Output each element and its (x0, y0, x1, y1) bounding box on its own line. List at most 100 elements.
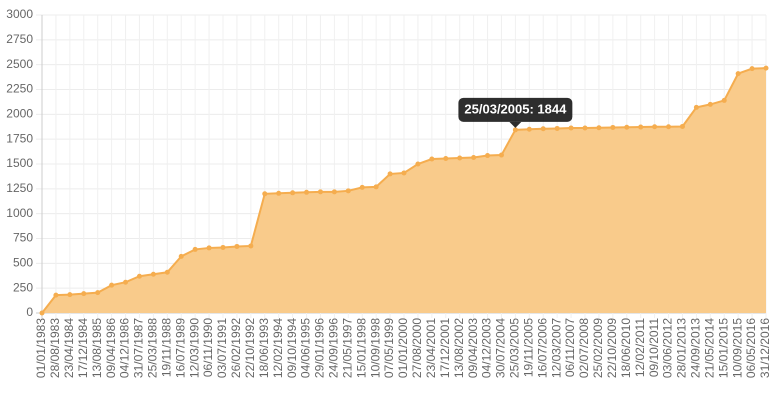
x-tick-label: 19/11/1988 (159, 318, 173, 377)
point (582, 125, 588, 131)
y-tick-label: 1750 (6, 131, 33, 145)
x-tick-label: 29/01/1996 (313, 318, 327, 378)
y-tick-label: 1250 (6, 181, 33, 195)
point (624, 124, 630, 130)
x-tick-label: 21/05/2014 (702, 318, 716, 378)
x-tick-label: 09/04/1986 (104, 318, 118, 378)
point (666, 124, 672, 130)
x-tick-label: 07/05/1999 (382, 318, 396, 378)
y-tick-label: 2500 (6, 57, 33, 71)
point (679, 123, 685, 129)
x-tick-label: 21/05/1997 (340, 318, 354, 378)
tooltip: 25/03/2005: 1844 (458, 97, 573, 128)
x-tick-label: 23/04/1984 (62, 318, 76, 378)
x-tick-label: 22/10/1992 (243, 318, 257, 378)
point (248, 243, 254, 249)
point (67, 292, 73, 298)
point (554, 125, 560, 131)
x-tick-label: 01/01/2000 (396, 318, 410, 378)
point (763, 65, 769, 71)
x-tick-label: 03/07/1991 (215, 318, 229, 378)
x-tick-label: 16/07/2006 (535, 318, 549, 378)
y-tick-label: 1500 (6, 156, 33, 170)
x-tick-label: 31/12/2016 (758, 318, 772, 378)
x-tick-label: 15/01/2015 (716, 318, 730, 378)
point (95, 290, 101, 296)
point (735, 71, 741, 77)
x-tick-label: 17/12/2001 (438, 318, 452, 378)
y-tick-label: 750 (13, 231, 33, 245)
x-tick-label: 04/12/2003 (480, 318, 494, 378)
point (317, 189, 323, 195)
y-tick-label: 1000 (6, 206, 33, 220)
x-tick-label: 22/10/2009 (605, 318, 619, 378)
point (498, 152, 504, 158)
point (693, 104, 699, 110)
tooltip-box (458, 97, 573, 122)
x-tick-label: 28/08/1983 (48, 318, 62, 378)
point (721, 97, 727, 103)
point (443, 156, 449, 162)
y-tick-label: 250 (13, 280, 33, 294)
point (53, 292, 59, 298)
point (345, 188, 351, 194)
x-tick-label: 15/01/1998 (354, 318, 368, 378)
x-tick-label: 30/07/2004 (494, 318, 508, 378)
point (136, 273, 142, 279)
point (652, 124, 658, 130)
x-tick-label: 10/09/2015 (730, 318, 744, 378)
point (123, 279, 129, 285)
x-tick-label: 10/09/1998 (368, 318, 382, 378)
point (540, 126, 546, 132)
x-tick-label: 01/01/1983 (34, 318, 48, 378)
point (276, 190, 282, 196)
point (568, 125, 574, 131)
x-tick-label: 27/08/2000 (410, 318, 424, 378)
x-tick-label: 31/07/1987 (132, 318, 146, 378)
tooltip-text: 25/03/2005: 1844 (464, 101, 567, 116)
x-tick-label: 09/10/2011 (647, 318, 661, 377)
x-tick-label: 25/03/2005 (508, 318, 522, 378)
point (359, 184, 365, 190)
point (262, 191, 268, 197)
x-tick-label: 12/03/2007 (549, 318, 563, 378)
point (331, 189, 337, 195)
x-tick-label: 06/11/2007 (563, 318, 577, 377)
point (39, 310, 45, 316)
point (178, 253, 184, 259)
point (206, 245, 212, 251)
point (401, 170, 407, 176)
x-tick-label: 13/08/2002 (452, 318, 466, 378)
point (638, 124, 644, 130)
point (610, 124, 616, 130)
point (526, 126, 532, 132)
x-tick-label: 24/09/1996 (327, 318, 341, 378)
point (290, 190, 296, 196)
x-tick-label: 26/02/1992 (229, 318, 243, 378)
x-tick-label: 25/02/2009 (591, 318, 605, 378)
x-tick-label: 06/05/2016 (744, 318, 758, 378)
x-tick-label: 02/07/2008 (577, 318, 591, 378)
x-tick-label: 12/02/1994 (271, 318, 285, 378)
point (707, 101, 713, 107)
x-tick-label: 04/12/1986 (118, 318, 132, 378)
x-tick-label: 06/11/1990 (201, 318, 215, 377)
point (457, 155, 463, 161)
x-tick-label: 19/11/2005 (521, 318, 535, 377)
point (109, 282, 115, 288)
point (429, 156, 435, 162)
point (485, 153, 491, 159)
x-tick-label: 16/07/1989 (173, 318, 187, 378)
point (373, 184, 379, 190)
x-tick-label: 13/08/1985 (90, 318, 104, 378)
y-tick-label: 3000 (6, 7, 33, 21)
point (512, 127, 518, 133)
point (387, 171, 393, 177)
point (415, 161, 421, 167)
point (164, 269, 170, 275)
point (304, 189, 310, 195)
point (234, 243, 240, 249)
point (471, 155, 477, 161)
tooltip-arrow (509, 121, 522, 128)
x-tick-label: 23/04/2001 (424, 318, 438, 378)
